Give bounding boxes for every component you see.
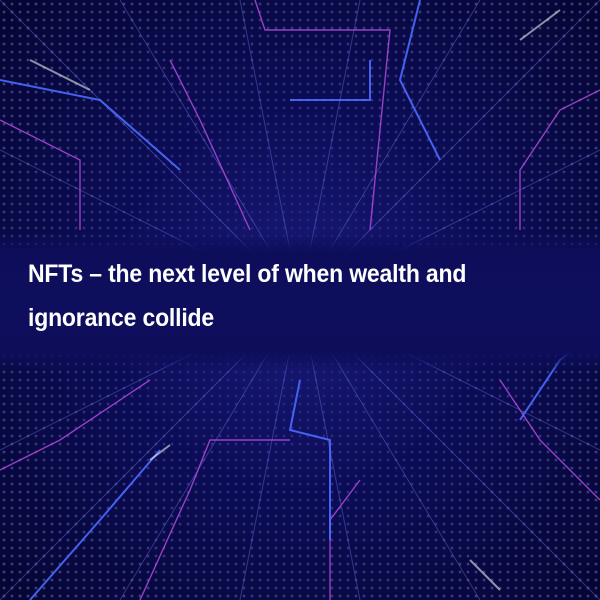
title-band [0,232,600,372]
light-streaks [29,9,561,591]
headline: NFTs – the next level of when wealth and… [28,260,467,332]
